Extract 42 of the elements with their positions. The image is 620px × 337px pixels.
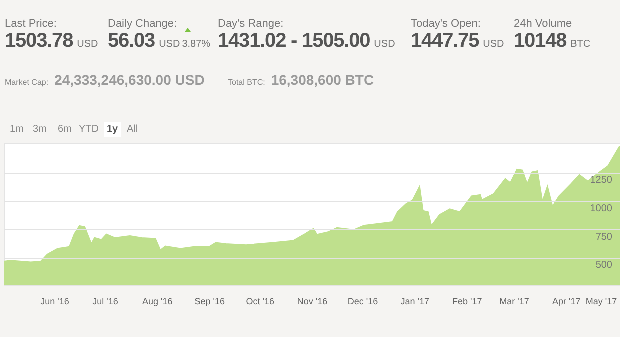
x-tick-label: Sep '16 xyxy=(194,296,225,306)
text: 6m xyxy=(57,123,73,137)
text: USD xyxy=(483,39,504,50)
x-tick-label: Jan '17 xyxy=(400,296,430,306)
text: 1431.02 - 1505.00 xyxy=(218,30,370,52)
text: USD xyxy=(374,39,396,50)
text: YTD xyxy=(78,123,100,137)
x-tick-label: Jul '16 xyxy=(92,296,118,306)
text: 10148 xyxy=(514,30,567,52)
text: All xyxy=(126,123,140,137)
text: 24,333,246,630.00 USD xyxy=(54,72,205,88)
text: 56.03 xyxy=(108,30,156,52)
text: 24h Volume xyxy=(514,18,574,30)
y-tick-label: 750 xyxy=(596,232,613,243)
y-tick-label: 1250 xyxy=(590,175,613,186)
x-tick-label: Nov '16 xyxy=(297,296,328,306)
y-tick-label: 500 xyxy=(596,260,613,272)
x-tick-label: May '17 xyxy=(586,296,618,306)
text: 1503.78 xyxy=(5,30,74,52)
text: Today's Open: xyxy=(411,18,482,30)
x-tick-label: Feb '17 xyxy=(452,296,482,306)
x-tick-label: Jun '16 xyxy=(40,296,70,306)
text: USD xyxy=(77,39,98,50)
x-tick-label: Apr '17 xyxy=(552,296,581,306)
text: 3.87% xyxy=(182,39,211,50)
text: Last Price: xyxy=(5,18,58,30)
text: Day's Range: xyxy=(218,18,285,30)
text: 1y xyxy=(104,122,122,137)
x-tick-label: Dec '16 xyxy=(348,296,378,306)
text: Market Cap: xyxy=(5,78,49,87)
text: 3m xyxy=(32,123,48,137)
text: 1m xyxy=(9,123,25,137)
x-tick-label: Aug '16 xyxy=(142,296,173,306)
text: 16,308,600 BTC xyxy=(271,72,374,88)
text: USD xyxy=(159,39,180,50)
text: Daily Change: xyxy=(108,18,178,30)
y-tick-label: 1000 xyxy=(590,203,613,214)
text: Total BTC: xyxy=(228,78,266,87)
text: 1447.75 xyxy=(411,30,480,52)
x-tick-label: Mar '17 xyxy=(500,296,530,306)
x-tick-label: Oct '16 xyxy=(246,296,274,306)
text: BTC xyxy=(570,39,591,50)
